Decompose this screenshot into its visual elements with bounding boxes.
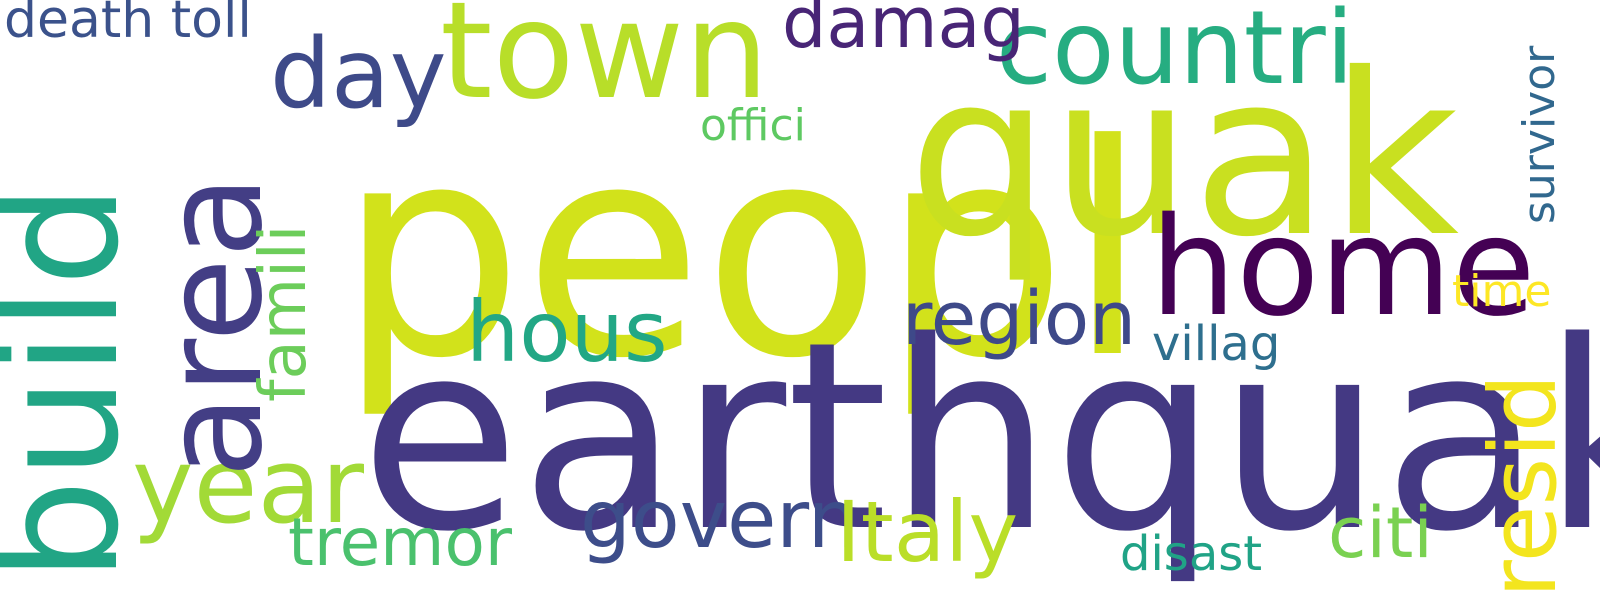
word-citi: citi <box>1328 492 1433 574</box>
word-famili: famili <box>247 224 321 402</box>
word-time: time <box>1452 266 1552 317</box>
word-resid: resid <box>1470 373 1577 598</box>
word-damag: damag <box>782 0 1025 64</box>
word-survivor: survivor <box>1514 45 1565 224</box>
word-Italy: Italy <box>836 483 1019 581</box>
word-home: home <box>1150 189 1536 347</box>
word-tremor: tremor <box>288 504 512 581</box>
word-villag: villag <box>1152 316 1281 372</box>
word-day: day <box>270 18 447 130</box>
word-build: build <box>0 183 155 582</box>
word-town: town <box>440 0 770 129</box>
word-quak: quak <box>908 25 1460 286</box>
word-hous: hous <box>466 283 668 381</box>
word-earthquak: earthquak <box>360 287 1600 589</box>
word-peopl: peopl <box>338 82 1149 422</box>
word-region: region <box>902 276 1137 362</box>
word-disast: disast <box>1120 526 1263 582</box>
word-countri: countri <box>996 0 1355 108</box>
word-death-toll: death toll <box>4 0 252 50</box>
word-offici: offici <box>700 100 806 151</box>
word-year: year <box>132 425 365 547</box>
word-govern: govern <box>580 473 859 566</box>
